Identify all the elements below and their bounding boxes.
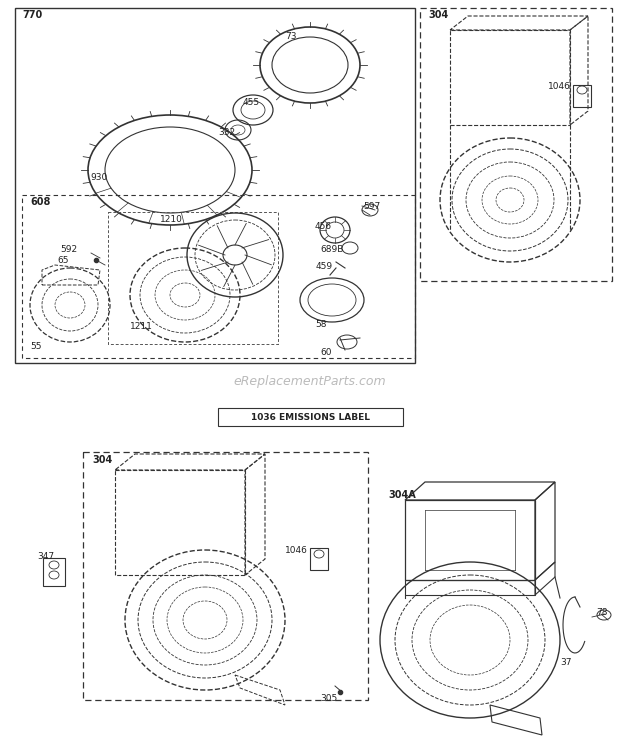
Text: 55: 55 [30, 342, 42, 351]
Text: 592: 592 [60, 245, 77, 254]
Text: 37: 37 [560, 658, 572, 667]
Bar [83, 452, 368, 700]
Text: 305: 305 [320, 694, 337, 703]
Bar [43, 558, 65, 586]
Text: 304: 304 [428, 10, 448, 20]
Text: 65: 65 [57, 256, 68, 265]
Text: 1210: 1210 [160, 215, 183, 224]
Text: 459: 459 [316, 262, 333, 271]
Bar [218, 408, 403, 426]
Bar [310, 548, 328, 570]
Text: 930: 930 [90, 173, 107, 182]
Bar [108, 212, 278, 344]
Text: 455: 455 [243, 98, 260, 107]
Text: 304: 304 [92, 455, 112, 465]
Bar [15, 8, 415, 363]
Bar [22, 195, 415, 358]
Text: 347: 347 [37, 552, 54, 561]
Text: 1046: 1046 [548, 82, 571, 91]
Text: 597: 597 [363, 202, 380, 211]
Bar [573, 85, 591, 107]
Text: 60: 60 [320, 348, 332, 357]
Text: 770: 770 [22, 10, 42, 20]
Text: eReplacementParts.com: eReplacementParts.com [234, 375, 386, 388]
Text: 78: 78 [596, 608, 608, 617]
Text: 304A: 304A [388, 490, 416, 500]
Text: 1036 EMISSIONS LABEL: 1036 EMISSIONS LABEL [251, 412, 370, 422]
Text: 332: 332 [218, 128, 235, 137]
Text: 689B: 689B [320, 245, 343, 254]
Text: 608: 608 [30, 197, 50, 207]
Bar [420, 8, 612, 281]
Text: 456: 456 [315, 222, 332, 231]
Text: 58: 58 [315, 320, 327, 329]
Text: 1211: 1211 [130, 322, 153, 331]
Text: 73: 73 [285, 32, 296, 41]
Text: 1046: 1046 [285, 546, 308, 555]
